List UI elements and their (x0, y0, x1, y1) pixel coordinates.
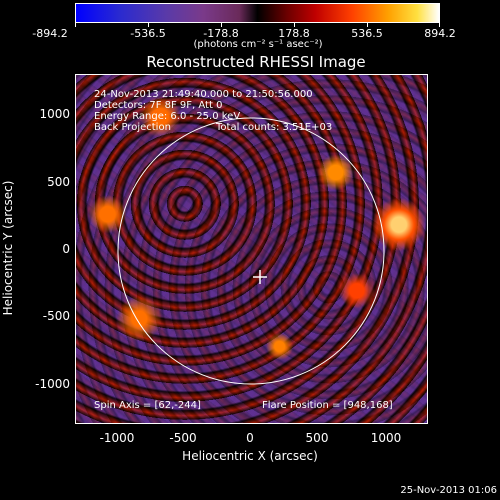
x-tick-label: 1000 (370, 431, 402, 445)
y-tick-label: 500 (47, 175, 70, 189)
info-energy-range: Energy Range: 6.0 - 25.0 keV (94, 111, 241, 122)
x-axis-label: Heliocentric X (arcsec) (182, 449, 318, 463)
x-tick-label: -500 (169, 431, 197, 445)
info-detectors: Detectors: 7F 8F 9F, Att 0 (94, 100, 223, 111)
colorbar-tick-label: -536.5 (130, 27, 166, 40)
y-tick-label: -1000 (35, 377, 70, 391)
colorbar-tick-label: 894.2 (424, 27, 456, 40)
footer-timestamp: 25-Nov-2013 01:06 (400, 485, 497, 496)
x-tick-label: 0 (246, 431, 254, 445)
image-title: Reconstructed RHESSI Image (146, 53, 366, 71)
colorbar-tick-mark (148, 23, 149, 27)
colorbar-tick-label: 536.5 (351, 27, 383, 40)
plot-overlay (117, 117, 385, 385)
colorbar (75, 3, 440, 23)
colorbar-tick-label: -894.2 (32, 27, 68, 40)
colorbar-tick-mark (367, 23, 368, 27)
y-axis-label: Heliocentric Y (arcsec) (1, 180, 15, 316)
solar-limb-circle (117, 117, 385, 385)
info-total-counts: Total counts: 3.51E+03 (216, 122, 333, 133)
y-tick-label: 1000 (39, 107, 70, 121)
colorbar-tick-mark (439, 23, 440, 27)
x-tick-label: -1000 (99, 431, 135, 445)
colorbar-units: (photons cm⁻² s⁻¹ asec⁻²) (193, 39, 323, 50)
y-tick-label: 0 (62, 242, 70, 256)
x-tick-label: 500 (305, 431, 329, 445)
colorbar-tick-mark (221, 23, 222, 27)
info-time-range: 24-Nov-2013 21:49:40.000 to 21:50:56.000 (94, 89, 313, 100)
rhessi-image: 24-Nov-2013 21:49:40.000 to 21:50:56.000… (75, 74, 428, 424)
info-spin-axis: Spin Axis = [62,-244] (94, 400, 201, 411)
y-tick-label: -500 (42, 309, 70, 323)
colorbar-tick-mark (294, 23, 295, 27)
info-method: Back Projection (94, 122, 171, 133)
colorbar-tick-label: -178.8 (203, 27, 239, 40)
colorbar-tick-label: 178.8 (278, 27, 310, 40)
info-flare-position: Flare Position = [948,168] (262, 400, 393, 411)
colorbar-tick-mark (75, 23, 76, 27)
